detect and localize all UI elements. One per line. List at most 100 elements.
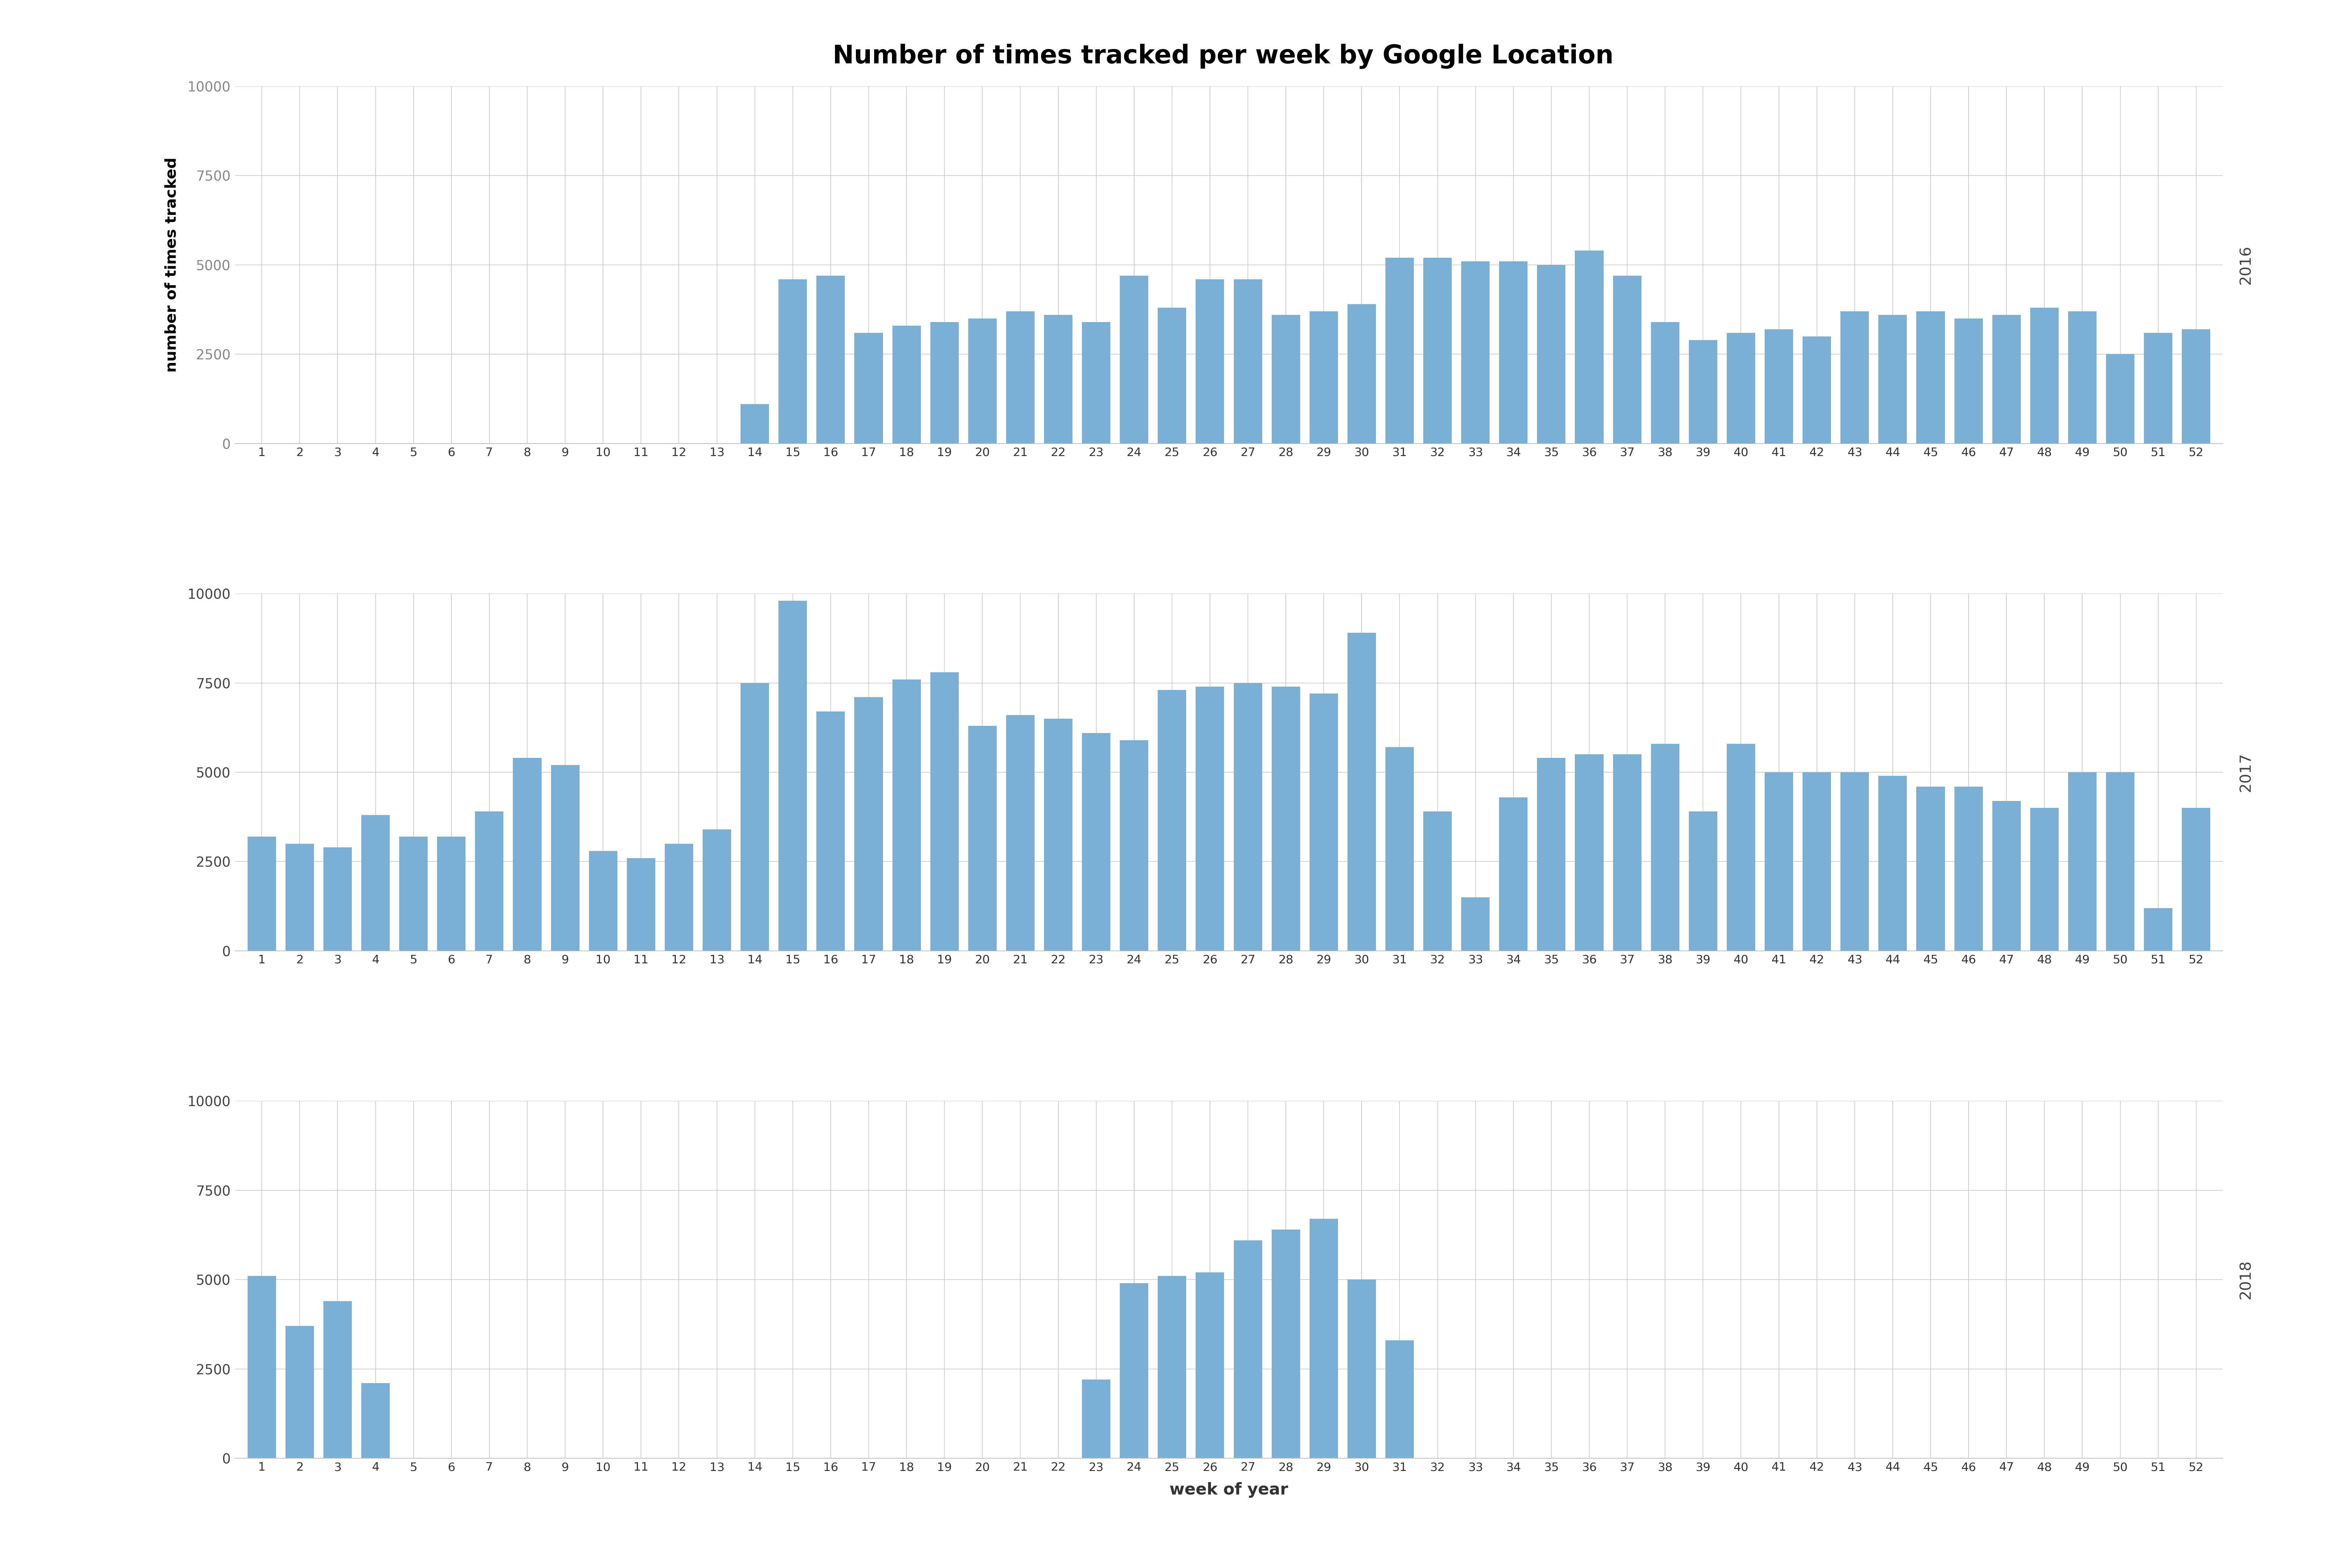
Bar bbox=[1272, 1229, 1301, 1458]
Bar bbox=[1992, 315, 2020, 444]
Bar bbox=[741, 684, 769, 950]
Bar bbox=[1235, 684, 1263, 950]
Bar bbox=[891, 679, 920, 950]
Bar bbox=[1272, 315, 1301, 444]
Bar bbox=[1726, 332, 1755, 444]
Bar bbox=[1842, 773, 1870, 950]
Bar bbox=[1235, 1240, 1263, 1458]
Bar bbox=[1310, 1218, 1338, 1458]
Bar bbox=[1310, 693, 1338, 950]
Bar bbox=[1917, 787, 1945, 950]
Bar bbox=[322, 847, 353, 950]
Bar bbox=[854, 698, 882, 950]
Bar bbox=[362, 1383, 390, 1458]
Bar bbox=[1120, 276, 1148, 444]
Bar bbox=[285, 844, 313, 950]
Bar bbox=[2105, 773, 2136, 950]
Bar bbox=[931, 673, 960, 950]
Bar bbox=[1613, 276, 1642, 444]
X-axis label: week of year: week of year bbox=[1169, 1482, 1289, 1497]
Bar bbox=[1044, 718, 1073, 950]
Bar bbox=[588, 851, 616, 950]
Bar bbox=[816, 276, 844, 444]
Bar bbox=[1348, 1279, 1376, 1458]
Bar bbox=[1992, 801, 2020, 950]
Bar bbox=[1423, 812, 1451, 950]
Bar bbox=[628, 858, 656, 950]
Bar bbox=[1651, 321, 1679, 444]
Bar bbox=[437, 837, 466, 950]
Bar bbox=[703, 829, 731, 950]
Bar bbox=[1538, 757, 1566, 950]
Bar bbox=[400, 837, 428, 950]
Bar bbox=[1082, 732, 1110, 950]
Bar bbox=[1538, 265, 1566, 444]
Bar bbox=[854, 332, 882, 444]
Bar bbox=[1955, 318, 1983, 444]
Bar bbox=[1195, 1273, 1223, 1458]
Bar bbox=[1955, 787, 1983, 950]
Bar bbox=[2145, 908, 2173, 950]
Bar bbox=[1764, 773, 1792, 950]
Bar bbox=[779, 601, 807, 950]
Bar bbox=[2030, 307, 2058, 444]
Bar bbox=[2067, 773, 2096, 950]
Bar bbox=[1498, 262, 1526, 444]
Bar bbox=[1272, 687, 1301, 950]
Bar bbox=[1120, 740, 1148, 950]
Bar bbox=[1842, 312, 1870, 444]
Text: 2017: 2017 bbox=[2239, 753, 2253, 792]
Bar bbox=[1764, 329, 1792, 444]
Bar bbox=[1348, 633, 1376, 950]
Bar bbox=[1235, 279, 1263, 444]
Bar bbox=[2145, 332, 2173, 444]
Bar bbox=[1802, 337, 1830, 444]
Bar bbox=[1082, 321, 1110, 444]
Bar bbox=[513, 757, 541, 950]
Bar bbox=[1157, 1276, 1185, 1458]
Bar bbox=[247, 837, 275, 950]
Bar bbox=[741, 405, 769, 444]
Bar bbox=[1576, 251, 1604, 444]
Bar bbox=[1310, 312, 1338, 444]
Bar bbox=[1157, 307, 1185, 444]
Bar bbox=[779, 279, 807, 444]
Text: 2018: 2018 bbox=[2239, 1261, 2253, 1300]
Bar bbox=[2183, 808, 2211, 950]
Bar bbox=[1195, 279, 1223, 444]
Bar bbox=[1461, 897, 1489, 950]
Bar bbox=[1802, 773, 1830, 950]
Bar bbox=[1195, 687, 1223, 950]
Bar bbox=[1348, 304, 1376, 444]
Bar bbox=[322, 1301, 353, 1458]
Bar bbox=[247, 1276, 275, 1458]
Bar bbox=[666, 844, 694, 950]
Bar bbox=[1385, 257, 1414, 444]
Bar bbox=[1613, 754, 1642, 950]
Bar bbox=[2105, 354, 2136, 444]
Bar bbox=[969, 726, 997, 950]
Bar bbox=[1082, 1380, 1110, 1458]
Text: 2016: 2016 bbox=[2239, 245, 2253, 284]
Bar bbox=[285, 1327, 313, 1458]
Y-axis label: number of times tracked: number of times tracked bbox=[165, 157, 179, 373]
Bar bbox=[1007, 312, 1035, 444]
Bar bbox=[1576, 754, 1604, 950]
Bar bbox=[1689, 812, 1717, 950]
Bar bbox=[1498, 797, 1526, 950]
Bar bbox=[550, 765, 579, 950]
Bar bbox=[475, 812, 503, 950]
Bar bbox=[1423, 257, 1451, 444]
Bar bbox=[1726, 743, 1755, 950]
Bar bbox=[1461, 262, 1489, 444]
Bar bbox=[1007, 715, 1035, 950]
Bar bbox=[1879, 776, 1907, 950]
Bar bbox=[1120, 1283, 1148, 1458]
Bar bbox=[931, 321, 960, 444]
Bar bbox=[969, 318, 997, 444]
Bar bbox=[891, 326, 920, 444]
Bar bbox=[362, 815, 390, 950]
Bar bbox=[1385, 1341, 1414, 1458]
Bar bbox=[1157, 690, 1185, 950]
Bar bbox=[1651, 743, 1679, 950]
